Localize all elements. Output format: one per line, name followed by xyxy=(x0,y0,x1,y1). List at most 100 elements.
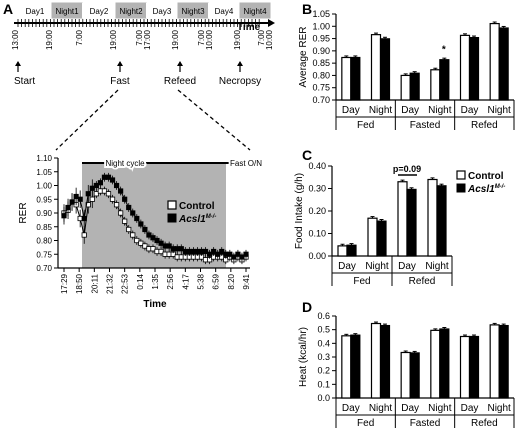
category-label: Day xyxy=(461,403,479,414)
x-tick-label: 22:53 xyxy=(121,273,130,294)
data-point xyxy=(85,191,91,197)
data-point xyxy=(142,226,148,233)
bar-ko xyxy=(409,352,420,399)
data-point xyxy=(81,232,87,238)
y-tick-label: 0.90 xyxy=(36,209,52,218)
data-point xyxy=(134,215,140,222)
legend-swatch-ko xyxy=(167,213,177,223)
data-point xyxy=(89,196,95,202)
data-point xyxy=(146,232,152,238)
data-point xyxy=(158,240,164,246)
event-label: Fast xyxy=(110,76,130,87)
timeline-block-label: Night2 xyxy=(119,7,143,16)
y-tick-label: 1.00 xyxy=(312,21,330,31)
data-point xyxy=(65,204,71,211)
data-point xyxy=(227,251,233,257)
y-tick-label: 0.90 xyxy=(312,46,330,56)
group-label: Fasted xyxy=(410,418,441,429)
data-point xyxy=(138,240,144,246)
data-point xyxy=(122,196,128,202)
bar-control xyxy=(427,178,438,257)
data-point xyxy=(134,237,140,244)
bar-control xyxy=(367,217,378,257)
y-axis-title: Food Intake (g/h) xyxy=(294,173,305,249)
pvalue-label: p=0.09 xyxy=(393,164,421,174)
data-point xyxy=(113,202,120,208)
bar-ko xyxy=(406,188,417,257)
category-label: Day xyxy=(461,105,479,116)
category-label: Night xyxy=(365,261,389,272)
y-tick-label: 1.05 xyxy=(36,168,52,177)
panel-letter-d: D xyxy=(302,299,312,315)
timeline-block-label: Night3 xyxy=(181,7,205,16)
category-label: Day xyxy=(342,403,360,414)
group-label: Fasted xyxy=(410,120,441,131)
legend-ko-sup: M-/- xyxy=(206,214,217,220)
event-arrow-head xyxy=(237,61,243,66)
data-point xyxy=(178,246,184,252)
data-point xyxy=(215,251,221,257)
y-axis-title: RER xyxy=(18,202,29,223)
bar-ko xyxy=(468,36,480,101)
x-tick-label: 8:20 xyxy=(227,273,236,289)
bar-ko xyxy=(379,324,391,399)
group-label: Refed xyxy=(409,276,436,287)
bar-ko xyxy=(350,56,361,101)
x-tick-label: 6:59 xyxy=(212,273,221,289)
y-tick-label: 0.5 xyxy=(317,325,330,335)
y-tick-label: 1.05 xyxy=(312,9,330,19)
y-tick-label: 0.3 xyxy=(317,352,330,362)
event-label: Necropsy xyxy=(219,76,261,87)
x-tick-label: 2:56 xyxy=(166,273,175,289)
data-point xyxy=(138,221,144,227)
data-point xyxy=(113,182,120,189)
timeline-time-label: 7:00 xyxy=(197,29,206,45)
x-tick-label: 18:50 xyxy=(75,273,84,294)
bar-ko xyxy=(439,328,450,399)
group-label: Fed xyxy=(357,120,374,131)
y-tick-label: 0.00 xyxy=(308,251,326,261)
data-point xyxy=(206,251,213,257)
bar-control xyxy=(341,335,352,399)
panel-letter-c: C xyxy=(302,147,312,163)
fast-label: Fast O/N xyxy=(230,159,262,168)
data-point xyxy=(101,188,108,194)
bar-ko xyxy=(379,38,391,101)
group-label: Refed xyxy=(471,120,498,131)
bar-ko xyxy=(498,27,509,101)
category-label: Night xyxy=(425,261,449,272)
timeline-block-label: Night4 xyxy=(243,7,267,16)
data-point xyxy=(211,248,217,255)
data-point xyxy=(122,218,128,224)
y-tick-label: 0.75 xyxy=(36,250,52,259)
data-point xyxy=(77,196,83,202)
bar-control xyxy=(341,56,352,101)
bar-control xyxy=(370,322,382,399)
bar-control xyxy=(400,351,411,399)
data-point xyxy=(142,243,148,249)
y-tick-label: 1.00 xyxy=(36,182,52,191)
y-tick-label: 0.70 xyxy=(312,95,330,105)
timeline: Day1 Night1 Day2 Night2 Day3 Night3 Day4 Night4… xyxy=(11,2,275,87)
data-point xyxy=(239,254,245,260)
y-tick-label: 0.85 xyxy=(312,58,330,68)
category-label: Day xyxy=(401,105,419,116)
data-point xyxy=(69,199,75,205)
group-label: Refed xyxy=(471,418,498,429)
legend-ko-sup: M-/- xyxy=(495,184,506,190)
bar-ko xyxy=(346,244,357,257)
night-cycle-label: Night cycle xyxy=(105,159,145,168)
bar-control xyxy=(397,181,408,257)
timeline-block xyxy=(239,2,271,19)
data-point xyxy=(130,232,136,238)
bar-control xyxy=(337,245,348,257)
legend-swatch-control xyxy=(167,200,177,210)
timeline-block-label: Day2 xyxy=(90,7,109,16)
y-tick-label: 0.1 xyxy=(317,379,330,389)
y-tick-label: 0.70 xyxy=(36,264,52,273)
x-tick-label: 9:41 xyxy=(242,273,251,289)
y-tick-label: 0.80 xyxy=(36,237,52,246)
data-point xyxy=(97,180,103,186)
timeline-time-label: 7:00 xyxy=(257,29,266,45)
